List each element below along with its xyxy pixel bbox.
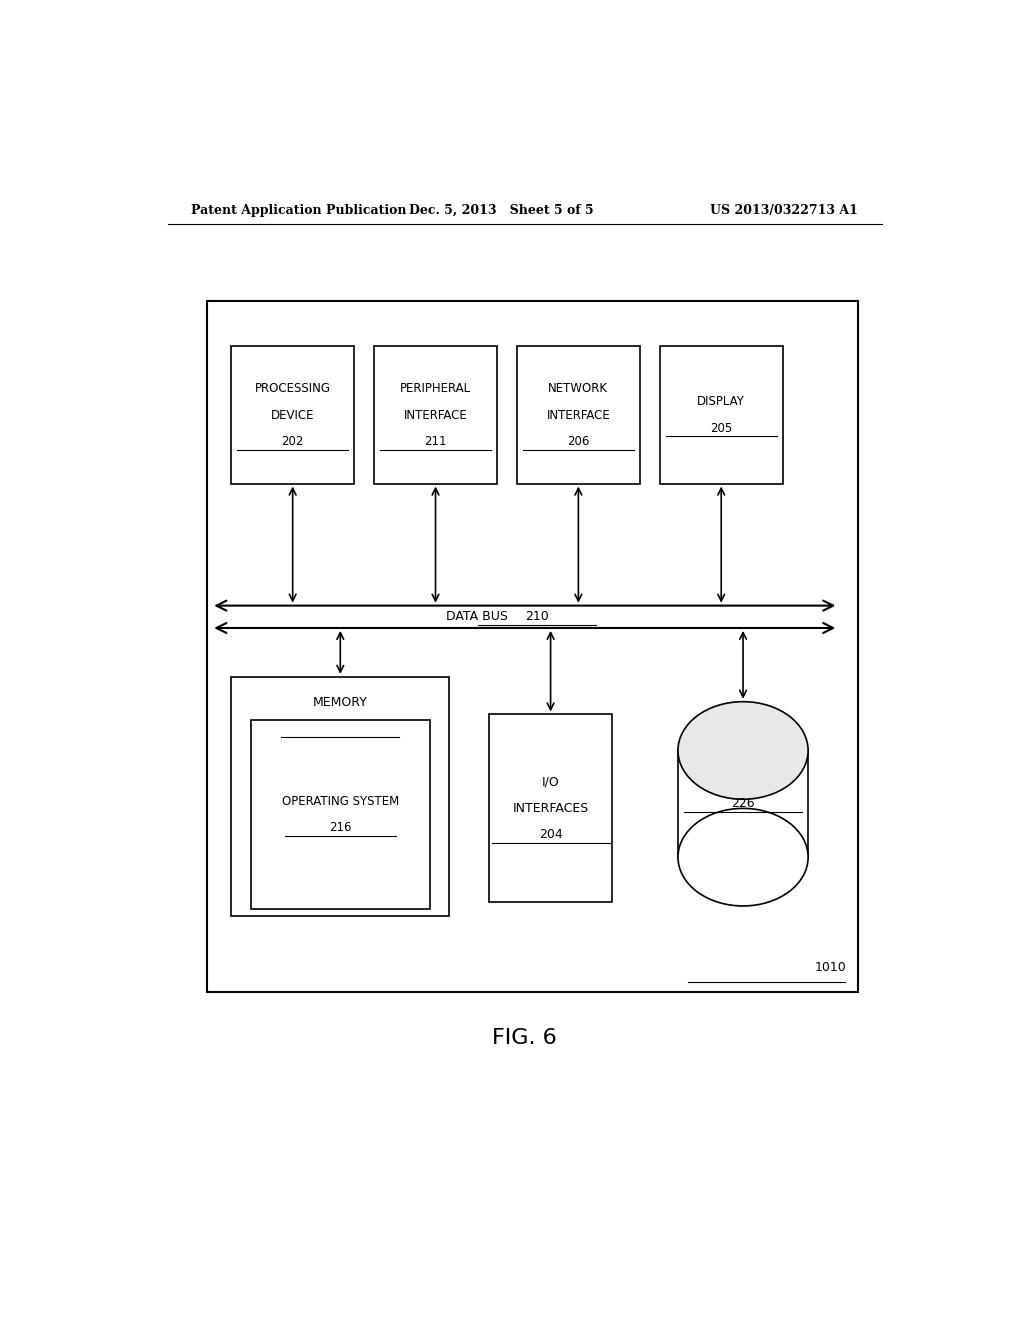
Text: 202: 202	[282, 436, 304, 447]
FancyBboxPatch shape	[231, 346, 354, 483]
FancyBboxPatch shape	[659, 346, 782, 483]
Text: DEVICE: DEVICE	[271, 409, 314, 421]
Ellipse shape	[678, 808, 808, 906]
Text: 204: 204	[539, 829, 562, 841]
FancyBboxPatch shape	[374, 346, 497, 483]
Text: 1010: 1010	[814, 961, 846, 974]
FancyBboxPatch shape	[236, 606, 814, 628]
FancyBboxPatch shape	[489, 714, 612, 903]
Text: 216: 216	[329, 821, 351, 834]
Text: 205: 205	[710, 422, 732, 434]
Text: Patent Application Publication: Patent Application Publication	[191, 205, 407, 216]
Text: INTERFACE: INTERFACE	[547, 409, 610, 421]
Text: INTERFACES: INTERFACES	[512, 801, 589, 814]
Text: 206: 206	[567, 436, 590, 447]
Text: US 2013/0322713 A1: US 2013/0322713 A1	[711, 205, 858, 216]
Text: 226: 226	[731, 797, 755, 810]
Text: PERIPHERAL: PERIPHERAL	[400, 381, 471, 395]
Text: OPERATING SYSTEM: OPERATING SYSTEM	[282, 795, 399, 808]
FancyBboxPatch shape	[207, 301, 858, 991]
Text: PROCESSING: PROCESSING	[255, 381, 331, 395]
Text: FIG. 6: FIG. 6	[493, 1027, 557, 1048]
FancyBboxPatch shape	[231, 677, 450, 916]
Bar	[678, 751, 808, 857]
Text: DATA BUS: DATA BUS	[446, 610, 508, 623]
Text: I/O: I/O	[542, 775, 559, 788]
Text: 214: 214	[329, 722, 352, 735]
Text: NETWORK: NETWORK	[549, 381, 608, 395]
FancyBboxPatch shape	[517, 346, 640, 483]
Text: MEMORY: MEMORY	[313, 696, 368, 709]
Text: 210: 210	[525, 610, 549, 623]
Text: DISPLAY: DISPLAY	[697, 395, 745, 408]
FancyBboxPatch shape	[251, 721, 430, 908]
Text: INTERFACE: INTERFACE	[403, 409, 467, 421]
Text: 211: 211	[424, 436, 446, 447]
Ellipse shape	[678, 702, 808, 799]
Text: Dec. 5, 2013   Sheet 5 of 5: Dec. 5, 2013 Sheet 5 of 5	[409, 205, 593, 216]
